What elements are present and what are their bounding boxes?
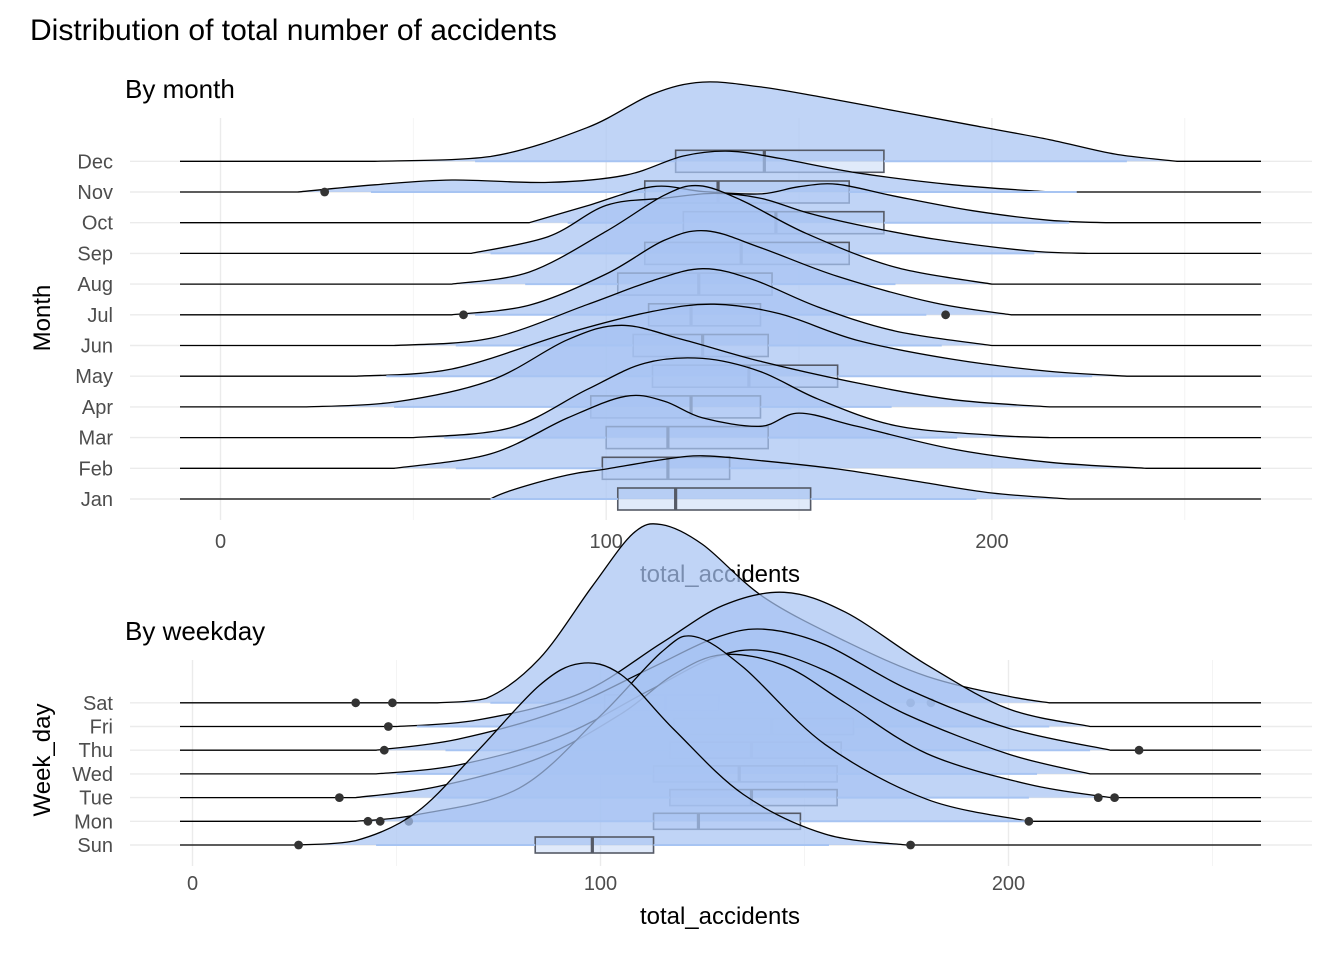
y-tick-label: Mon — [74, 811, 113, 833]
y-axis-label: Week_day — [29, 704, 56, 817]
x-tick-label: 0 — [187, 873, 198, 895]
density-fill — [180, 357, 1261, 438]
outlier-point — [1110, 793, 1119, 802]
ridge-jan — [180, 455, 1261, 511]
y-tick-label: Wed — [72, 764, 113, 786]
density-line — [180, 455, 1261, 500]
density-line — [180, 628, 1261, 751]
y-tick-label: May — [75, 366, 113, 388]
panel-subtitle: By month — [125, 74, 235, 104]
y-tick-label: Tue — [79, 788, 113, 810]
density-line — [180, 150, 1261, 193]
x-tick-label: 100 — [590, 531, 623, 553]
density-line — [180, 662, 1261, 846]
outlier-point — [941, 310, 951, 320]
y-tick-label: Jan — [81, 489, 113, 511]
density-fill — [180, 151, 1261, 192]
density-line — [180, 357, 1261, 439]
panel-subtitle: By weekday — [125, 616, 265, 646]
density-line — [180, 268, 1261, 347]
figure-title: Distribution of total number of accident… — [30, 14, 557, 47]
y-tick-label: Sun — [77, 835, 113, 857]
density-line — [180, 81, 1261, 162]
density-fill — [180, 662, 1261, 845]
outlier-point — [388, 698, 397, 708]
box — [616, 487, 812, 511]
panel-by-month: By month Dec Nov Oct Sep Aug Jul Jun May Apr Mar F… — [29, 74, 1312, 588]
y-tick-label: Sat — [83, 693, 113, 715]
outlier-point — [1093, 793, 1103, 802]
outlier-point — [320, 187, 330, 197]
density-fill — [180, 81, 1261, 162]
outlier-point — [363, 816, 373, 826]
x-axis-label: total_accidents — [640, 903, 800, 930]
y-tick-label: Oct — [82, 213, 114, 235]
y-tick-label: Fri — [90, 717, 113, 739]
density-line — [180, 192, 1261, 255]
x-tick-labels: 0 100 200 — [187, 873, 1025, 895]
box — [534, 836, 655, 854]
density-line — [180, 303, 1261, 377]
density-line — [180, 324, 1261, 408]
density-line — [180, 229, 1261, 316]
x-tick-label: 200 — [992, 873, 1025, 895]
y-axis-label: Month — [29, 285, 56, 352]
ridges — [180, 81, 1261, 511]
y-tick-label: Apr — [82, 397, 113, 419]
density-fill — [180, 304, 1261, 377]
outlier-point — [383, 722, 393, 731]
density-fill — [180, 395, 1261, 469]
outlier-point — [1134, 745, 1144, 755]
outlier-point — [334, 793, 344, 802]
outlier-point — [1024, 816, 1034, 826]
outlier-point — [459, 310, 468, 320]
y-tick-label: Sep — [77, 243, 113, 265]
density-fill — [180, 455, 1261, 499]
outlier-point — [906, 840, 915, 850]
ridge-sun — [180, 662, 1261, 854]
density-line — [180, 184, 1261, 285]
y-tick-label: Feb — [79, 458, 113, 480]
y-tick-label: Jul — [87, 305, 113, 327]
density-fill — [180, 635, 1261, 822]
outlier-point — [294, 840, 303, 850]
outlier-point — [375, 816, 385, 826]
ridges — [180, 523, 1261, 854]
x-tick-label: 200 — [975, 531, 1008, 553]
y-tick-labels: Dec Nov Oct Sep Aug Jul Jun May Apr Mar Feb Jan — [75, 151, 113, 511]
x-tick-labels: 0 100 200 — [215, 531, 1009, 553]
outlier-point — [351, 698, 361, 708]
x-tick-label: 100 — [584, 873, 617, 895]
y-tick-label: Nov — [77, 182, 113, 204]
y-tick-label: Dec — [77, 151, 113, 173]
y-tick-label: Thu — [79, 740, 113, 762]
density-line — [180, 394, 1261, 469]
outlier-point — [379, 745, 389, 755]
x-tick-label: 0 — [215, 531, 226, 553]
y-tick-label: Jun — [81, 336, 113, 358]
density-line — [180, 183, 1261, 224]
y-tick-label: Mar — [79, 428, 114, 450]
y-tick-label: Aug — [77, 274, 113, 296]
